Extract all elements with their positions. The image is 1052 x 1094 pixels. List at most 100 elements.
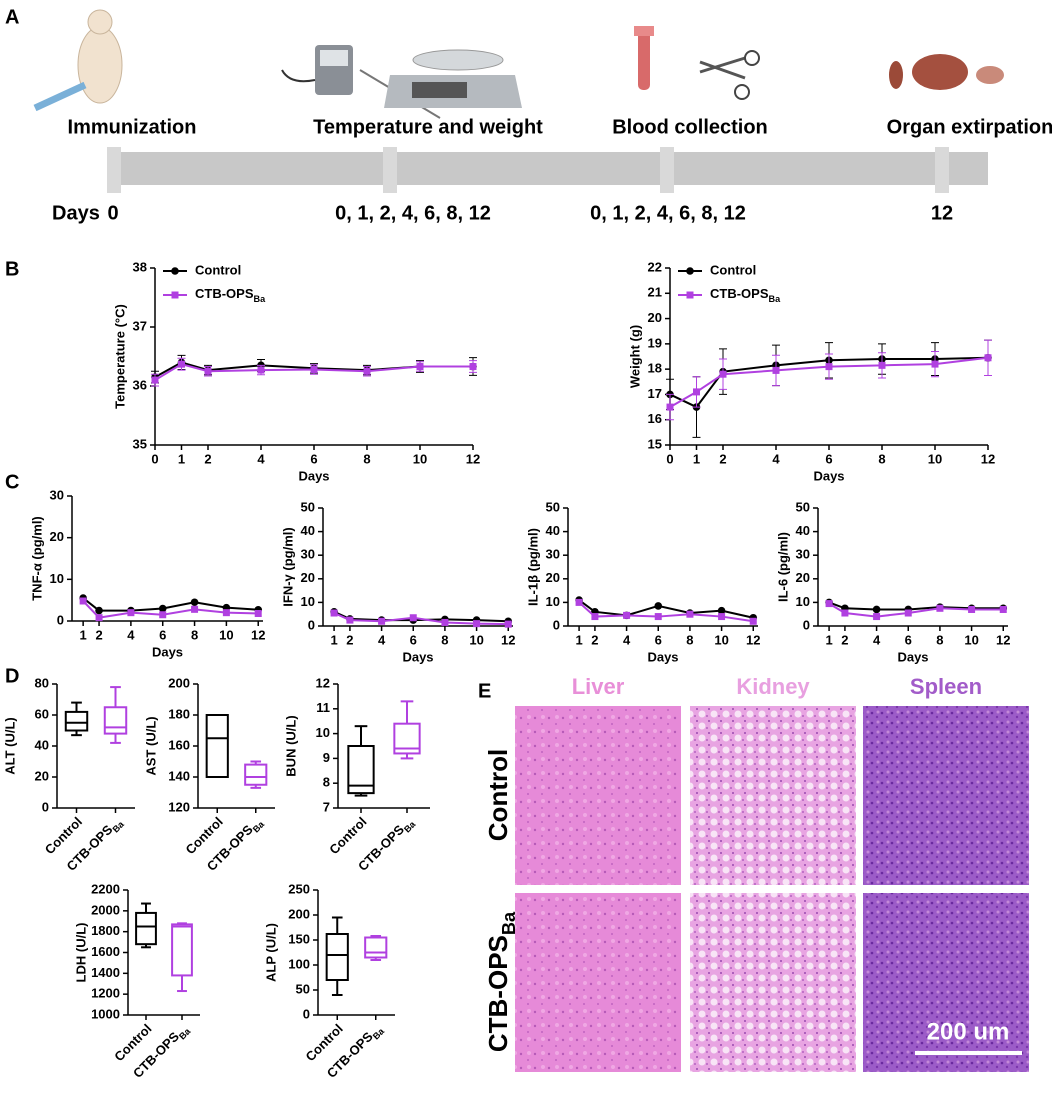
- point: [504, 620, 512, 628]
- x-tick-label: 0: [151, 451, 158, 466]
- y-tick-label: 50: [301, 499, 315, 514]
- x-tick-label: 10: [219, 627, 233, 642]
- image: [863, 706, 1029, 885]
- y-tick-label: 1800: [91, 923, 120, 938]
- panel-label: E: [478, 680, 491, 702]
- x-tick-label: 10: [413, 451, 427, 466]
- legend-label-main: CTB-OPS: [195, 286, 254, 301]
- x-tick-label: 4: [378, 632, 386, 647]
- panel-label: B: [5, 258, 19, 280]
- y-tick-label: 160: [168, 737, 190, 752]
- point: [310, 365, 318, 373]
- y-tick-label: 0: [308, 617, 315, 632]
- x-tick-label: 1: [575, 632, 582, 647]
- row-label: CTB-OPSBa: [483, 911, 519, 1052]
- y-tick-label: 12: [316, 675, 330, 690]
- x-tick-label: 12: [981, 451, 995, 466]
- y-tick-label: 0: [57, 612, 64, 627]
- box: [244, 763, 268, 786]
- series-line: [154, 363, 473, 381]
- y-tick-label: 1600: [91, 944, 120, 959]
- point: [330, 609, 338, 617]
- point: [666, 403, 674, 411]
- x-tick-label: 8: [936, 632, 943, 647]
- row-label-main: CTB-OPS: [483, 935, 513, 1052]
- legend-label: CTB-OPSBa: [710, 286, 781, 304]
- point: [127, 609, 135, 617]
- x-tick-label: 0: [666, 451, 673, 466]
- x-tick-label: 4: [772, 451, 780, 466]
- y-tick-label: 1400: [91, 965, 120, 980]
- point: [95, 614, 103, 622]
- y-tick-label: 40: [301, 523, 315, 538]
- y-tick-label: 2200: [91, 881, 120, 896]
- x-tick-label: 4: [257, 451, 265, 466]
- y-tick-label: 17: [648, 386, 662, 401]
- y-tick-label: 120: [168, 799, 190, 814]
- stage: Immunization: [68, 116, 197, 138]
- y-tick-label: 20: [50, 529, 64, 544]
- x-tick-label: 1: [693, 451, 700, 466]
- x-tick-label: 4: [127, 627, 135, 642]
- x-tick-label: 4: [873, 632, 881, 647]
- point: [654, 602, 663, 610]
- box: [103, 706, 128, 735]
- point: [346, 616, 354, 624]
- legend-label-sub: Ba: [254, 294, 267, 304]
- point: [591, 613, 599, 621]
- x-axis-label: Days: [813, 468, 844, 483]
- series-line: [828, 601, 1004, 611]
- x-tick-label: 2: [719, 451, 726, 466]
- x-tick-label: 10: [469, 632, 483, 647]
- point: [409, 614, 417, 622]
- point: [473, 620, 481, 628]
- y-tick-label: 150: [288, 931, 310, 946]
- y-axis-label: TNF-α (pg/ml): [29, 516, 44, 601]
- panel-label: C: [5, 471, 19, 493]
- legend-label: Control: [195, 262, 241, 277]
- legend-marker: [686, 291, 694, 299]
- x-tick-label: 6: [905, 632, 912, 647]
- point: [654, 613, 662, 621]
- days: 0, 1, 2, 4, 6, 8, 12: [590, 202, 746, 224]
- y-tick-label: 16: [648, 411, 662, 426]
- y-axis-label: AST (U/L): [143, 716, 158, 775]
- point: [623, 611, 631, 619]
- legend-label: Control: [710, 262, 756, 277]
- y-tick-label: 10: [301, 594, 315, 609]
- point: [469, 363, 477, 371]
- image: [690, 706, 856, 885]
- x-tick-label: 6: [310, 451, 317, 466]
- legend-marker: [171, 291, 179, 299]
- y-axis-label: IL-1β (pg/ml): [525, 528, 540, 606]
- y-tick-label: 38: [133, 259, 147, 274]
- histology: [515, 706, 1029, 1072]
- point: [686, 610, 694, 618]
- series-line: [669, 356, 989, 408]
- y-tick-label: 37: [133, 318, 147, 333]
- point: [717, 606, 726, 615]
- y-tick-label: 0: [803, 617, 810, 632]
- y-tick-label: 50: [546, 499, 560, 514]
- y-tick-label: 200: [288, 906, 310, 921]
- y-tick-label: 0: [42, 799, 49, 814]
- y-tick-label: 40: [796, 523, 810, 538]
- x-tick-label: 1: [330, 632, 337, 647]
- image: [863, 893, 1029, 1072]
- point: [931, 360, 939, 368]
- scale-bar: 200 um: [927, 1018, 1010, 1045]
- y-tick-label: 8: [323, 775, 330, 790]
- box: [393, 722, 421, 755]
- point: [441, 618, 449, 626]
- series-line: [82, 600, 259, 619]
- image: [515, 893, 681, 1072]
- y-tick-label: 11: [316, 700, 330, 715]
- y-tick-label: 40: [546, 523, 560, 538]
- point: [257, 366, 265, 374]
- x-tick-label: 1: [178, 451, 185, 466]
- y-tick-label: 200: [168, 675, 190, 690]
- y-tick-label: 21: [648, 285, 662, 300]
- x-tick-label: 2: [346, 632, 353, 647]
- point: [772, 366, 780, 374]
